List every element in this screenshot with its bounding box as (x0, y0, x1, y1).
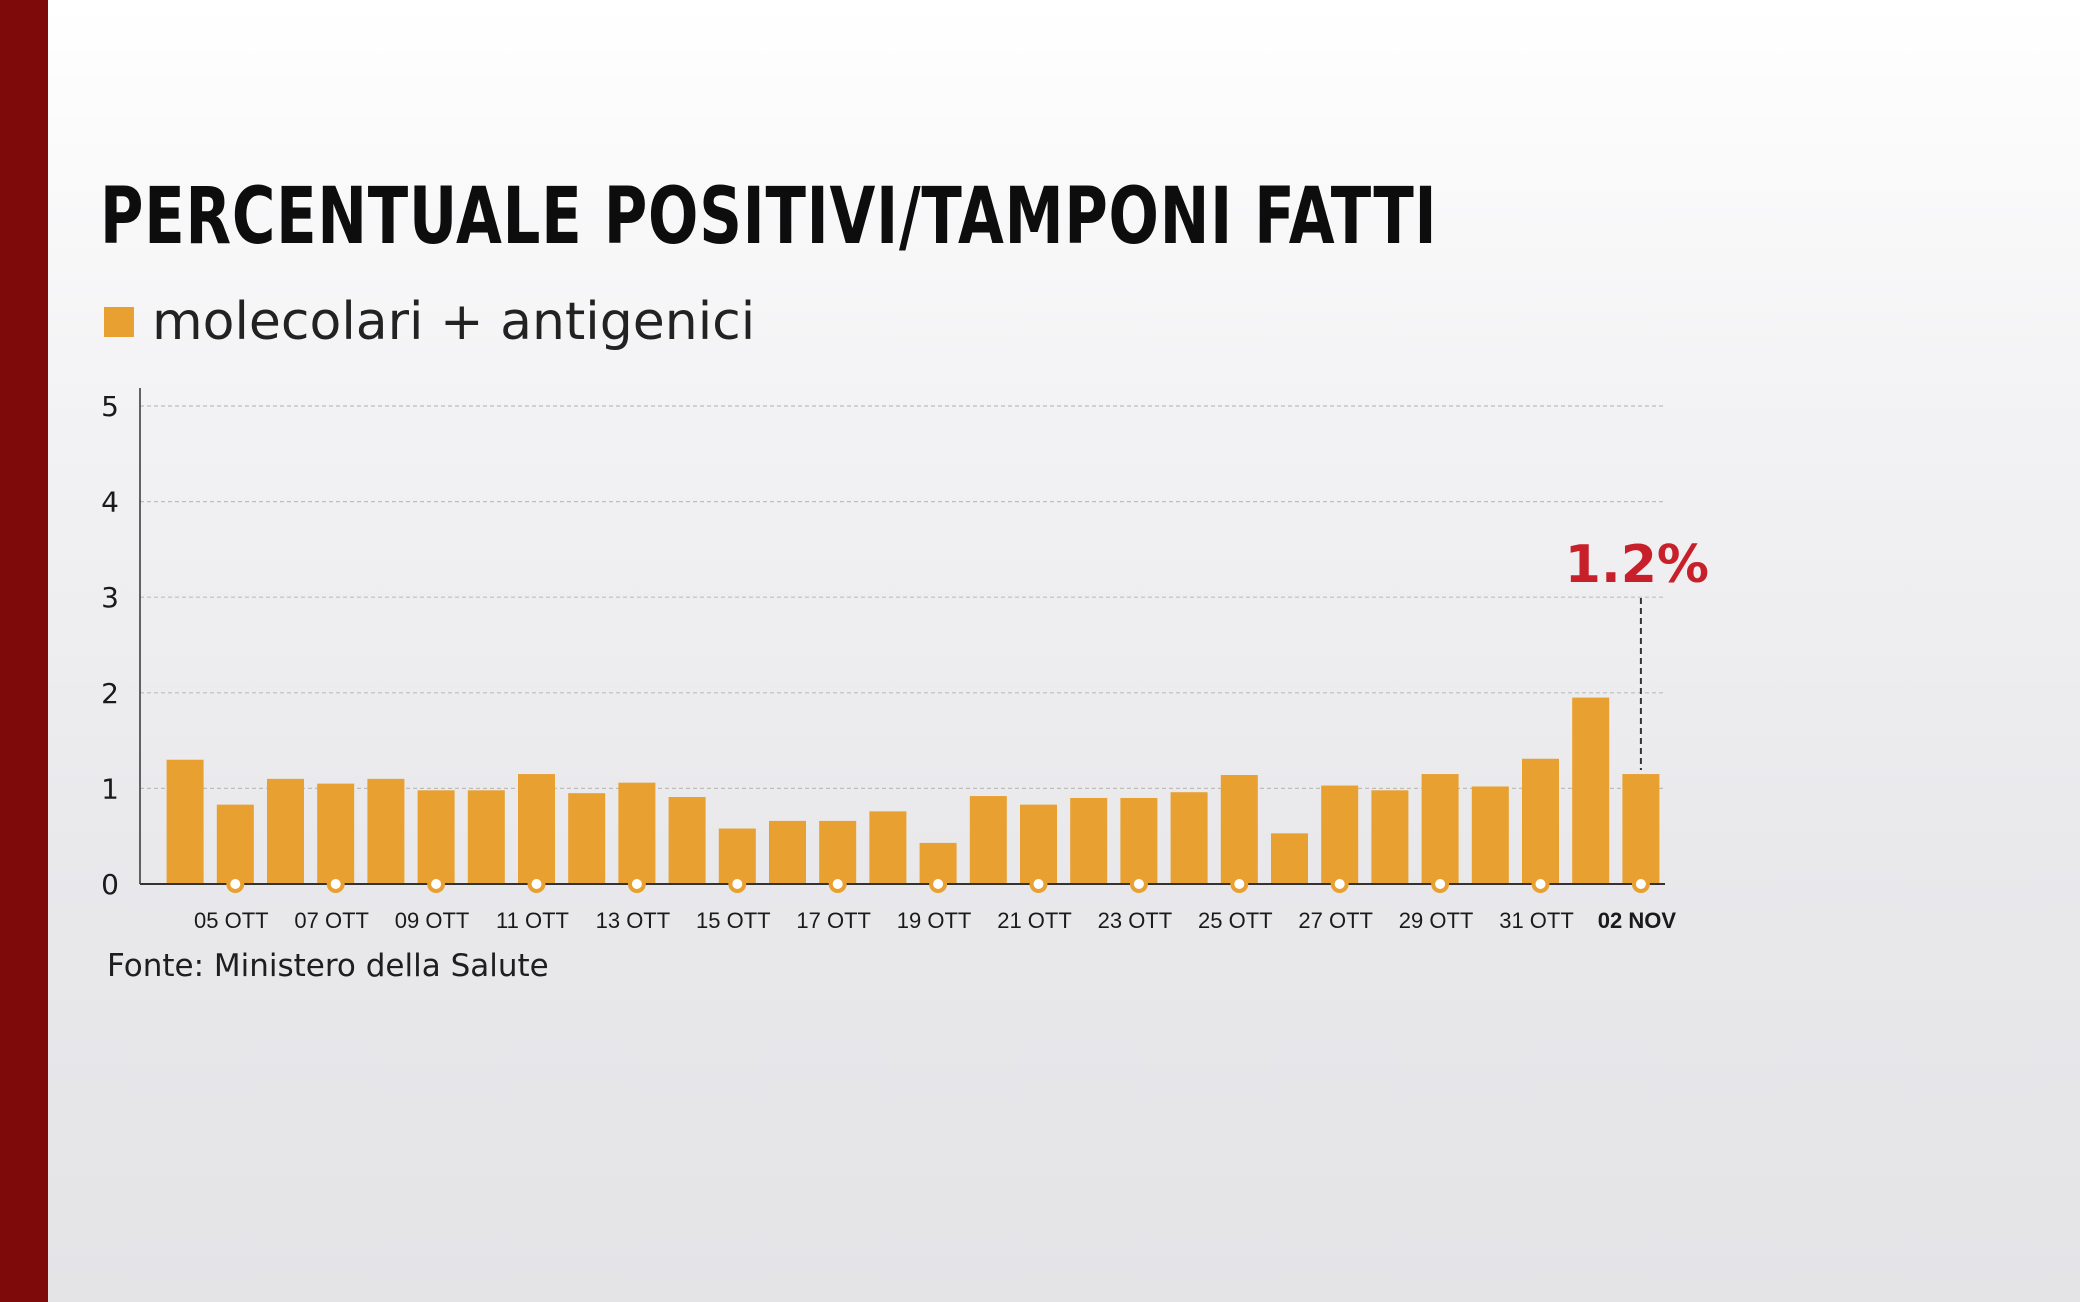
tick-marker (1431, 875, 1450, 893)
tick-marker (1129, 875, 1148, 893)
x-tick-label: 13 OTT (596, 908, 671, 933)
bars (166, 697, 1660, 884)
bar (1070, 797, 1108, 884)
tick-marker (627, 875, 646, 893)
bar (216, 804, 254, 884)
bar (1170, 792, 1208, 884)
bar (969, 796, 1007, 884)
y-tick-label: 1 (101, 772, 119, 805)
y-tick-label: 4 (101, 486, 119, 519)
y-tick-label: 3 (101, 581, 119, 614)
bar (668, 797, 706, 884)
bar (417, 790, 455, 884)
y-tick-label: 5 (101, 390, 119, 423)
bar (1622, 774, 1660, 884)
bar (267, 778, 304, 884)
bar (1421, 774, 1459, 884)
x-tick-label: 21 OTT (997, 908, 1072, 933)
x-tick-label: 25 OTT (1198, 908, 1273, 933)
x-tick-label: 07 OTT (294, 908, 369, 933)
y-tick-label: 2 (101, 677, 119, 710)
bar (1120, 797, 1158, 884)
x-tick-label: 11 OTT (496, 908, 569, 933)
x-tick-label: 23 OTT (1098, 908, 1173, 933)
legend: molecolari + antigenici (104, 292, 755, 352)
bar (1522, 758, 1559, 884)
bar (1572, 697, 1610, 884)
tick-marker (1330, 875, 1349, 893)
gridlines (140, 405, 1665, 790)
x-axis-ticks: 05 OTT 07 OTT 09 OTT 11 OTT 13 OTT 15 OTT 17 O… (194, 908, 1676, 933)
x-tick-label: 19 OTT (897, 908, 972, 933)
annotation: 1.2% (1565, 535, 1709, 771)
bar (367, 778, 405, 884)
y-axis-ticks: 0 1 2 3 4 5 (101, 390, 119, 901)
annotation-label: 1.2% (1565, 535, 1709, 595)
x-tick-label: 17 OTT (796, 908, 871, 933)
x-tick-label: 02 NOV (1598, 908, 1677, 933)
bar (568, 793, 606, 884)
bar (1471, 786, 1509, 884)
bar (1321, 785, 1359, 884)
legend-swatch (104, 307, 134, 337)
tick-marker (929, 875, 948, 893)
tick-marker (828, 875, 847, 893)
tick-marker (326, 875, 345, 893)
legend-label: molecolari + antigenici (152, 292, 756, 352)
left-accent-stripe (0, 0, 48, 1302)
bar (1020, 804, 1057, 884)
bar (1371, 790, 1409, 884)
x-tick-markers (226, 875, 1650, 893)
chart-title: PERCENTUALE POSITIVI/TAMPONI FATTI (100, 172, 1438, 262)
x-tick-label: 05 OTT (194, 908, 269, 933)
tick-marker (1631, 875, 1650, 893)
bar (769, 820, 806, 884)
bar (819, 820, 857, 884)
x-tick-label: 29 OTT (1399, 908, 1474, 933)
tick-marker (527, 875, 546, 893)
bar (1220, 775, 1258, 884)
x-tick-label: 27 OTT (1298, 908, 1373, 933)
tick-marker (728, 875, 747, 893)
x-tick-label: 15 OTT (696, 908, 771, 933)
bar (718, 828, 756, 884)
tick-marker (427, 875, 446, 893)
bar (1271, 833, 1308, 884)
source-note: Fonte: Ministero della Salute (107, 948, 549, 984)
x-tick-label: 31 OTT (1499, 908, 1574, 933)
tick-marker (1230, 875, 1249, 893)
y-tick-label: 0 (101, 868, 119, 901)
tick-marker (226, 875, 245, 893)
bar (166, 759, 204, 884)
bar (317, 783, 355, 884)
bar (618, 782, 656, 884)
bar (467, 790, 505, 884)
tick-marker (1531, 875, 1550, 893)
bar (518, 774, 555, 884)
bar (869, 811, 907, 884)
x-tick-label: 09 OTT (395, 908, 470, 933)
tick-marker (1029, 875, 1048, 893)
